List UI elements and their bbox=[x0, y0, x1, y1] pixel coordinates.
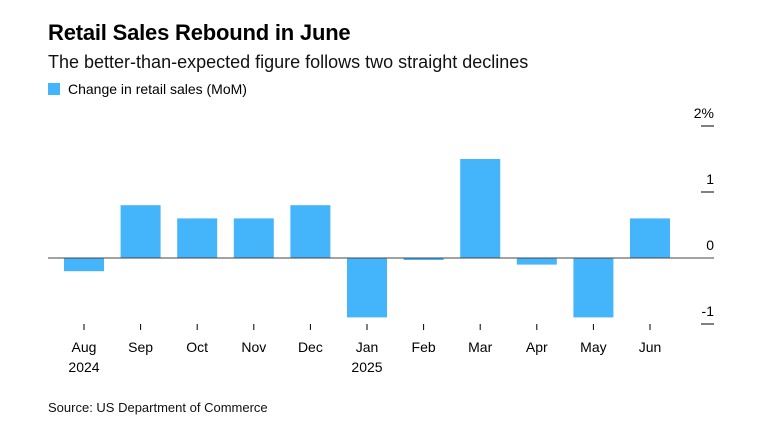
bar-jun bbox=[630, 218, 670, 258]
x-tick-label-sep: Sep bbox=[128, 339, 153, 355]
x-tick-label-may: May bbox=[580, 339, 606, 355]
bar-feb bbox=[403, 258, 444, 260]
x-tick-label-mar: Mar bbox=[468, 339, 492, 355]
chart-title: Retail Sales Rebound in June bbox=[48, 20, 351, 45]
y-tick-label: 2% bbox=[694, 105, 714, 121]
x-tick-label-apr: Apr bbox=[526, 339, 548, 355]
legend-swatch bbox=[48, 83, 60, 95]
bar-mar bbox=[460, 159, 501, 258]
bar-aug bbox=[64, 258, 104, 272]
x-tick-label-feb: Feb bbox=[412, 339, 436, 355]
bar-jan bbox=[347, 258, 387, 318]
x-tick-label-jun: Jun bbox=[639, 339, 662, 355]
x-tick-label-nov: Nov bbox=[241, 339, 266, 355]
x-tick-label-dec: Dec bbox=[298, 339, 323, 355]
x-tick-label-oct: Oct bbox=[186, 339, 208, 355]
source-note: Source: US Department of Commerce bbox=[48, 400, 268, 415]
bar-nov bbox=[233, 218, 274, 258]
x-year-label: 2025 bbox=[351, 359, 382, 375]
y-tick-label: 0 bbox=[706, 237, 714, 253]
y-tick-label: 1 bbox=[706, 171, 714, 187]
bar-apr bbox=[516, 258, 557, 265]
legend-label: Change in retail sales (MoM) bbox=[68, 81, 247, 97]
chart-subtitle: The better-than-expected figure follows … bbox=[48, 52, 529, 72]
bar-oct bbox=[177, 218, 218, 258]
x-tick-label-aug: Aug bbox=[72, 339, 97, 355]
x-year-label: 2024 bbox=[68, 359, 99, 375]
bar-may bbox=[573, 258, 614, 318]
bar-sep bbox=[120, 205, 161, 258]
x-tick-label-jan: Jan bbox=[356, 339, 379, 355]
y-tick-label: -1 bbox=[702, 303, 715, 319]
legend: Change in retail sales (MoM) bbox=[48, 81, 247, 97]
bar-dec bbox=[290, 205, 331, 258]
